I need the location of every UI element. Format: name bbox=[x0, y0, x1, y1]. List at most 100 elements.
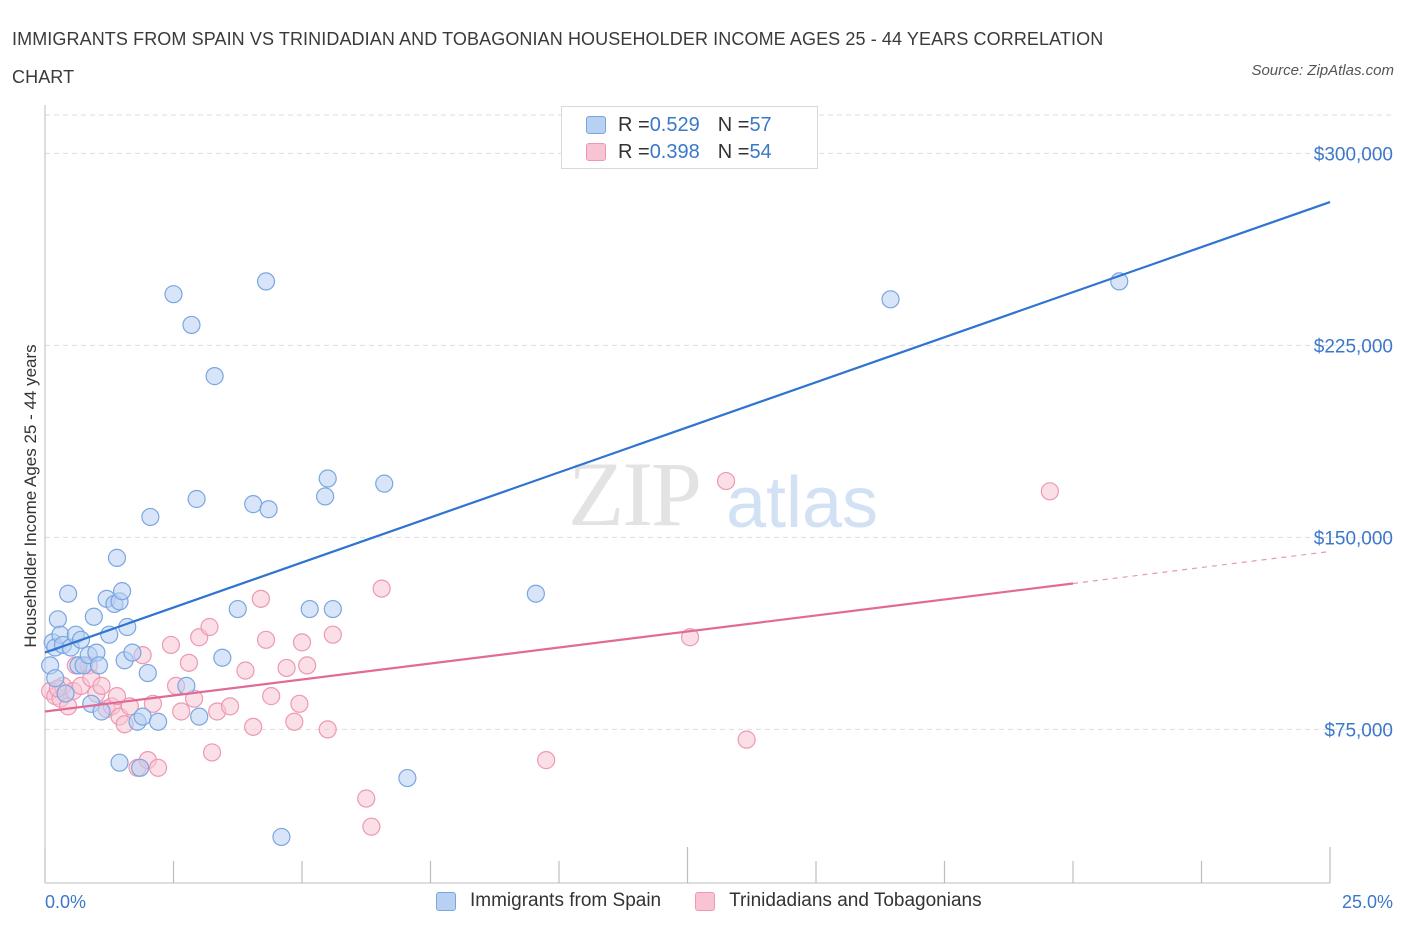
data-point-trinidad bbox=[290, 694, 309, 713]
data-point-trinidad bbox=[200, 617, 219, 637]
data-point-trinidad bbox=[285, 712, 304, 731]
data-point-trinidad bbox=[277, 658, 296, 678]
source-label: Source: ZipAtlas.com bbox=[1251, 62, 1394, 79]
data-point-spain bbox=[316, 487, 335, 506]
data-point-spain bbox=[56, 684, 75, 703]
data-point-trinidad bbox=[323, 625, 342, 644]
data-point-spain bbox=[123, 643, 142, 662]
legend-n-value: 57 bbox=[749, 113, 772, 136]
data-point-trinidad bbox=[92, 676, 111, 695]
data-point-trinidad bbox=[244, 717, 263, 736]
series-trinidadians-points bbox=[41, 471, 1059, 836]
data-point-spain bbox=[187, 489, 206, 509]
data-point-spain bbox=[259, 500, 278, 519]
data-point-trinidad bbox=[1040, 482, 1059, 501]
watermark: ZIP atlas bbox=[568, 443, 878, 545]
data-point-trinidad bbox=[148, 758, 168, 777]
data-point-spain bbox=[375, 474, 394, 493]
data-point-spain bbox=[46, 669, 65, 688]
series-spain-points bbox=[41, 272, 1129, 847]
data-point-trinidad bbox=[107, 687, 127, 706]
y-tick-label: $75,000 bbox=[1324, 720, 1393, 741]
y-tick-label: $225,000 bbox=[1314, 336, 1393, 357]
legend-item-spain[interactable]: Immigrants from Spain bbox=[436, 890, 661, 912]
tick-labels: $75,000 $150,000 $225,000 $300,000 0.0% 25.0% bbox=[45, 144, 1393, 912]
data-point-trinidad bbox=[716, 471, 736, 491]
legend-swatch-pink bbox=[586, 143, 606, 161]
legend-n-label: N = bbox=[717, 140, 750, 163]
x-tick-label: 0.0% bbox=[45, 892, 86, 912]
data-point-spain bbox=[323, 599, 342, 619]
trend-line-trinidad-extension bbox=[1072, 550, 1331, 585]
watermark-atlas: atlas bbox=[726, 463, 878, 543]
legend-label-spain: Immigrants from Spain bbox=[470, 890, 662, 911]
data-point-trinidad bbox=[251, 589, 270, 608]
data-point-spain bbox=[92, 702, 111, 721]
data-point-trinidad bbox=[362, 817, 381, 836]
data-point-trinidad bbox=[537, 751, 556, 770]
data-point-spain bbox=[138, 663, 157, 683]
data-point-trinidad bbox=[292, 633, 312, 652]
data-point-trinidad bbox=[298, 656, 317, 675]
axes bbox=[44, 105, 1331, 884]
legend-n-label: N = bbox=[717, 113, 750, 136]
data-point-trinidad bbox=[318, 720, 337, 739]
data-point-spain bbox=[190, 707, 209, 726]
trend-line-spain bbox=[44, 201, 1331, 654]
data-point-spain bbox=[318, 469, 337, 488]
legend-row-trinidad: R = 0.398 N = 54 bbox=[586, 140, 772, 164]
data-point-spain bbox=[148, 712, 168, 731]
data-point-spain bbox=[182, 315, 201, 335]
data-point-spain bbox=[398, 768, 417, 788]
legend-r-label: R = bbox=[618, 113, 650, 136]
data-point-spain bbox=[177, 676, 196, 695]
data-point-trinidad bbox=[256, 630, 276, 649]
data-point-spain bbox=[130, 758, 150, 777]
y-axis-label: Householder Income Ages 25 - 44 years bbox=[21, 344, 40, 647]
gridlines bbox=[45, 114, 1392, 730]
data-point-spain bbox=[526, 584, 545, 603]
data-point-trinidad bbox=[737, 730, 756, 749]
data-point-spain bbox=[164, 285, 183, 304]
data-point-spain bbox=[205, 367, 224, 386]
legend-r-value: 0.398 bbox=[649, 140, 700, 163]
data-point-spain bbox=[107, 548, 127, 567]
legend-swatch-blue bbox=[436, 891, 456, 911]
data-point-spain bbox=[89, 656, 109, 675]
data-point-spain bbox=[59, 584, 78, 603]
data-point-trinidad bbox=[179, 653, 199, 672]
legend-label-trinidad: Trinidadians and Tobagonians bbox=[729, 890, 982, 911]
x-tick-label: 25.0% bbox=[1342, 892, 1393, 912]
stats-legend: R = 0.529 N = 57 R = 0.398 N = 54 bbox=[561, 106, 818, 169]
legend-r-label: R = bbox=[618, 140, 650, 163]
data-point-spain bbox=[228, 599, 247, 619]
data-point-spain bbox=[300, 599, 319, 619]
data-point-trinidad bbox=[372, 579, 391, 598]
data-point-spain bbox=[141, 507, 160, 527]
data-point-spain bbox=[881, 290, 900, 309]
series-legend: Immigrants from Spain Trinidadians and T… bbox=[436, 890, 1016, 912]
data-point-spain bbox=[112, 582, 132, 601]
legend-swatch-blue bbox=[586, 116, 606, 134]
data-point-spain bbox=[48, 610, 67, 629]
data-point-spain bbox=[110, 753, 129, 772]
data-point-trinidad bbox=[202, 743, 222, 762]
trend-line-trinidad bbox=[44, 582, 1074, 713]
data-point-trinidad bbox=[680, 628, 700, 647]
legend-item-trinidad[interactable]: Trinidadians and Tobagonians bbox=[695, 890, 982, 912]
data-point-spain bbox=[213, 648, 232, 667]
legend-swatch-pink bbox=[695, 891, 716, 911]
legend-row-spain: R = 0.529 N = 57 bbox=[586, 113, 772, 137]
data-point-trinidad bbox=[161, 635, 181, 655]
data-point-trinidad bbox=[172, 702, 191, 721]
data-point-spain bbox=[272, 827, 291, 847]
data-point-trinidad bbox=[220, 697, 240, 716]
data-point-trinidad bbox=[262, 687, 281, 706]
data-point-spain bbox=[84, 607, 103, 626]
legend-n-value: 54 bbox=[749, 140, 772, 163]
data-point-spain bbox=[244, 495, 263, 514]
chart-title: IMMIGRANTS FROM SPAIN VS TRINIDADIAN AND… bbox=[12, 29, 1104, 87]
data-point-spain bbox=[133, 707, 152, 726]
legend-r-value: 0.529 bbox=[649, 113, 700, 136]
